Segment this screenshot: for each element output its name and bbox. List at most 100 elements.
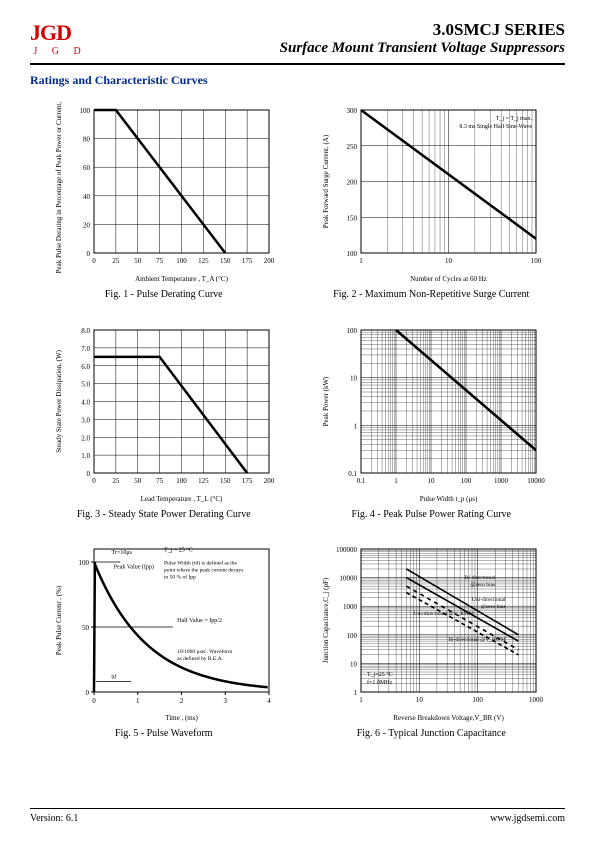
svg-text:T_j = 25 °C: T_j = 25 °C	[164, 547, 193, 554]
chart-fig6: 1 10 100 1000 1 10 100 1000 10000 100000 Reverse B…	[308, 539, 556, 741]
svg-text:6.0: 6.0	[81, 362, 90, 370]
svg-text:125: 125	[198, 257, 209, 265]
svg-text:0: 0	[92, 697, 96, 705]
svg-text:4.0: 4.0	[81, 398, 90, 406]
svg-text:10: 10	[416, 696, 424, 704]
svg-text:250: 250	[347, 143, 358, 151]
fig6-caption: Fig. 6 - Typical Junction Capacitance	[308, 728, 556, 741]
chart-fig4: 0.11101001000100000.1110100Pulse Width t…	[308, 320, 556, 522]
svg-text:td: td	[111, 675, 116, 681]
svg-text:2: 2	[180, 697, 184, 705]
svg-text:4: 4	[267, 697, 271, 705]
svg-text:0: 0	[92, 257, 96, 265]
svg-text:Ambient Temperature , T_A (°C: Ambient Temperature , T_A (°C)	[135, 275, 229, 283]
svg-text:Uni-directional: Uni-directional	[472, 597, 506, 603]
svg-text:1000: 1000	[529, 696, 544, 704]
version-label: Version: 6.1	[30, 813, 78, 824]
svg-text:10: 10	[428, 477, 436, 485]
series-subtitle: Surface Mount Transient Voltage Suppress…	[280, 40, 565, 57]
svg-text:200: 200	[264, 257, 275, 265]
svg-text:f=1.0MHz: f=1.0MHz	[367, 679, 393, 686]
svg-text:Peak Forward Surge Current, (A: Peak Forward Surge Current, (A)	[322, 134, 330, 228]
svg-text:@zero bias: @zero bias	[481, 604, 506, 610]
svg-text:Peak Value (Ipp): Peak Value (Ipp)	[113, 564, 153, 571]
svg-text:0: 0	[86, 470, 90, 478]
svg-text:1: 1	[354, 689, 358, 697]
svg-text:8.0: 8.0	[81, 327, 90, 335]
svg-text:150: 150	[220, 477, 231, 485]
svg-text:Half Value = Ipp/2: Half Value = Ipp/2	[177, 617, 222, 624]
logo-sub: J G D	[30, 46, 90, 57]
svg-text:@zero bias: @zero bias	[471, 582, 496, 588]
svg-text:200: 200	[347, 179, 358, 187]
svg-text:25: 25	[112, 257, 120, 265]
svg-text:100: 100	[473, 696, 484, 704]
fig3-caption: Fig. 3 - Steady State Power Derating Cur…	[40, 509, 288, 522]
logo: JGD J G D	[30, 20, 90, 57]
svg-text:Pulse Width t_p (μs): Pulse Width t_p (μs)	[420, 495, 478, 503]
svg-text:Peak Pulse Current , (%): Peak Pulse Current , (%)	[55, 585, 63, 655]
svg-text:10: 10	[350, 374, 358, 382]
svg-text:T_j = T_j max.: T_j = T_j max.	[496, 116, 533, 122]
section-title: Ratings and Characteristic Curves	[30, 73, 565, 88]
svg-text:100: 100	[79, 107, 90, 115]
svg-text:10: 10	[445, 257, 453, 265]
svg-text:20: 20	[83, 221, 91, 229]
svg-text:7.0: 7.0	[81, 344, 90, 352]
svg-text:1000: 1000	[343, 603, 358, 611]
chart-fig1: 0255075100125150175200020406080100Ambien…	[40, 100, 288, 302]
svg-text:100000: 100000	[336, 546, 358, 554]
svg-text:10: 10	[350, 660, 358, 668]
svg-text:3: 3	[223, 697, 227, 705]
series-title: 3.0SMCJ SERIES	[280, 20, 565, 40]
page-header: JGD J G D 3.0SMCJ SERIES Surface Mount T…	[30, 20, 565, 65]
fig1-caption: Fig. 1 - Pulse Derating Curve	[40, 289, 288, 302]
svg-text:60: 60	[83, 164, 91, 172]
svg-text:50: 50	[82, 624, 90, 632]
svg-text:10000: 10000	[340, 575, 358, 583]
svg-text:100: 100	[347, 632, 358, 640]
svg-text:100: 100	[176, 257, 187, 265]
svg-text:as defined by R.E.A.: as defined by R.E.A.	[177, 655, 223, 662]
svg-text:100: 100	[78, 559, 89, 567]
svg-text:Junction Capacitance,C_j (pF): Junction Capacitance,C_j (pF)	[322, 577, 330, 663]
footer-url: www.jgdsemi.com	[490, 813, 565, 824]
charts-grid: 0255075100125150175200020406080100Ambien…	[30, 100, 565, 741]
svg-text:Lead Temperature , T_L (°C): Lead Temperature , T_L (°C)	[140, 495, 222, 503]
svg-text:8.3 ms Single Half Sine-Wave: 8.3 ms Single Half Sine-Wave	[460, 123, 533, 130]
svg-text:1.0: 1.0	[81, 452, 90, 460]
svg-text:1: 1	[395, 477, 399, 485]
fig5-caption: Fig. 5 - Pulse Waveform	[40, 728, 288, 741]
logo-mark: JGD	[30, 20, 90, 46]
svg-text:to 50 % of Ipp: to 50 % of Ipp	[164, 574, 196, 581]
svg-text:3.0: 3.0	[81, 416, 90, 424]
svg-text:1: 1	[360, 696, 364, 704]
chart-fig2: 110100100150200250300Number of Cycles at…	[308, 100, 556, 302]
svg-text:Bi-directional: Bi-directional	[465, 575, 496, 581]
svg-text:Tr=10μs: Tr=10μs	[111, 550, 132, 556]
svg-text:75: 75	[156, 477, 164, 485]
svg-text:10/1000 μsec. Waveform: 10/1000 μsec. Waveform	[177, 648, 233, 655]
svg-text:80: 80	[83, 136, 91, 144]
svg-text:50: 50	[134, 477, 142, 485]
svg-text:100: 100	[347, 250, 358, 258]
svg-text:10000: 10000	[528, 477, 546, 485]
svg-text:5.0: 5.0	[81, 380, 90, 388]
svg-text:125: 125	[198, 477, 209, 485]
svg-text:175: 175	[242, 477, 253, 485]
svg-text:50: 50	[134, 257, 142, 265]
svg-text:1: 1	[136, 697, 140, 705]
svg-text:Peak Pulse Derating in Percent: Peak Pulse Derating in Percentage of Pea…	[55, 100, 63, 273]
chart-fig3: 025507510012515017520001.02.03.04.05.06.…	[40, 320, 288, 522]
page-footer: Version: 6.1 www.jgdsemi.com	[30, 808, 565, 824]
svg-text:175: 175	[242, 257, 253, 265]
svg-text:100: 100	[347, 327, 358, 335]
svg-text:point where the peak current d: point where the peak current decays	[164, 568, 243, 574]
svg-text:75: 75	[156, 257, 164, 265]
fig4-caption: Fig. 4 - Peak Pulse Power Rating Curve	[308, 509, 556, 522]
svg-text:Peak Power (kW): Peak Power (kW)	[322, 375, 330, 425]
svg-text:100: 100	[461, 477, 472, 485]
svg-text:0: 0	[85, 689, 89, 697]
svg-text:150: 150	[347, 214, 358, 222]
svg-text:Reverse Breakdown Voltage,V_BR: Reverse Breakdown Voltage,V_BR (V)	[393, 714, 504, 722]
